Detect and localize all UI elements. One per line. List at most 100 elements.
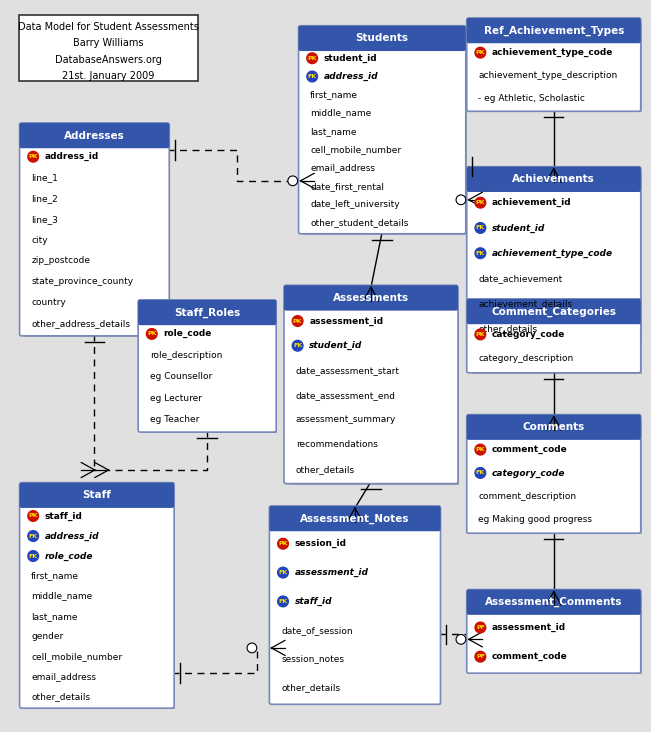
Text: zip_postcode: zip_postcode — [31, 256, 90, 266]
Bar — [21, 135, 167, 146]
Text: role_code: role_code — [163, 329, 212, 338]
Text: PK: PK — [476, 332, 485, 337]
Text: Addresses: Addresses — [64, 130, 125, 141]
Circle shape — [292, 315, 303, 326]
Text: category_description: category_description — [478, 354, 574, 363]
Text: PK: PK — [293, 318, 302, 324]
Bar — [301, 38, 464, 49]
Text: other_student_details: other_student_details — [311, 218, 409, 227]
Text: FK: FK — [279, 570, 288, 575]
Bar — [286, 298, 456, 309]
Circle shape — [28, 511, 38, 521]
Text: eg Lecturer: eg Lecturer — [150, 394, 202, 403]
Circle shape — [278, 567, 288, 578]
Circle shape — [28, 550, 38, 561]
Text: other_details: other_details — [478, 324, 538, 334]
FancyBboxPatch shape — [467, 18, 641, 43]
Text: session_notes: session_notes — [281, 654, 344, 664]
Text: Staff_Roles: Staff_Roles — [174, 307, 240, 318]
Text: date_of_session: date_of_session — [281, 626, 353, 635]
Circle shape — [307, 71, 318, 82]
Text: Assessment_Comments: Assessment_Comments — [485, 597, 622, 608]
Text: PK: PK — [476, 51, 485, 55]
Text: first_name: first_name — [311, 90, 358, 100]
Bar — [469, 602, 639, 613]
Circle shape — [292, 340, 303, 351]
Circle shape — [475, 651, 486, 662]
Text: city: city — [31, 236, 48, 244]
Text: PK: PK — [307, 56, 317, 61]
Circle shape — [247, 643, 256, 653]
Circle shape — [456, 195, 465, 205]
Text: PK: PK — [147, 332, 156, 337]
Circle shape — [278, 596, 288, 607]
Text: address_id: address_id — [45, 152, 99, 161]
FancyBboxPatch shape — [20, 482, 174, 508]
Text: other_address_details: other_address_details — [31, 319, 130, 328]
Text: Staff: Staff — [83, 490, 111, 500]
FancyBboxPatch shape — [138, 300, 276, 432]
Circle shape — [475, 444, 486, 455]
FancyBboxPatch shape — [467, 414, 641, 440]
Text: comment_code: comment_code — [492, 652, 568, 661]
Text: assessment_id: assessment_id — [492, 623, 566, 632]
Text: FK: FK — [29, 534, 38, 539]
FancyBboxPatch shape — [20, 123, 169, 336]
Circle shape — [475, 198, 486, 208]
Text: student_id: student_id — [324, 53, 378, 63]
Bar — [469, 427, 639, 438]
FancyBboxPatch shape — [284, 285, 458, 484]
Text: PK: PK — [29, 154, 38, 160]
Text: last_name: last_name — [31, 612, 77, 621]
Text: eg Teacher: eg Teacher — [150, 415, 199, 424]
Text: date_left_university: date_left_university — [311, 200, 400, 209]
Circle shape — [146, 329, 157, 339]
Text: FK: FK — [279, 599, 288, 604]
Text: line_2: line_2 — [31, 194, 58, 203]
Circle shape — [28, 531, 38, 542]
Bar — [471, 23, 642, 112]
Text: achievement_details: achievement_details — [478, 299, 572, 308]
Text: comment_description: comment_description — [478, 492, 577, 501]
Text: Barry Williams: Barry Williams — [74, 38, 144, 48]
Text: staff_id: staff_id — [295, 597, 332, 606]
Text: achievement_type_description: achievement_type_description — [478, 71, 618, 80]
Text: eg Counsellor: eg Counsellor — [150, 372, 212, 381]
Text: staff_id: staff_id — [45, 512, 83, 520]
Text: FK: FK — [476, 225, 485, 231]
Bar — [469, 179, 639, 190]
Text: Comments: Comments — [523, 422, 585, 432]
Text: Assessment_Notes: Assessment_Notes — [300, 513, 409, 524]
Bar — [303, 31, 467, 235]
FancyBboxPatch shape — [467, 589, 641, 673]
Text: line_1: line_1 — [31, 173, 58, 182]
Text: eg Making good progress: eg Making good progress — [478, 515, 592, 524]
Bar — [274, 511, 441, 705]
FancyBboxPatch shape — [284, 285, 458, 310]
Text: 21st. January 2009: 21st. January 2009 — [62, 71, 155, 81]
Circle shape — [475, 223, 486, 234]
FancyBboxPatch shape — [299, 26, 465, 51]
Text: PK: PK — [476, 200, 485, 205]
Text: PF: PF — [476, 654, 485, 659]
Bar — [469, 312, 639, 322]
FancyBboxPatch shape — [299, 26, 465, 234]
Text: PK: PK — [278, 541, 288, 546]
Text: achievement_id: achievement_id — [492, 198, 572, 207]
Text: other_details: other_details — [31, 692, 90, 701]
Text: PK: PK — [476, 447, 485, 452]
Text: student_id: student_id — [309, 341, 363, 351]
Bar — [471, 594, 642, 674]
Circle shape — [475, 622, 486, 633]
Bar — [289, 290, 459, 485]
Bar — [25, 488, 175, 709]
Text: category_code: category_code — [492, 468, 566, 477]
FancyBboxPatch shape — [467, 299, 641, 324]
Text: date_achievement: date_achievement — [478, 274, 562, 283]
Text: country: country — [31, 298, 66, 307]
Text: category_code: category_code — [492, 330, 566, 339]
Bar — [471, 304, 642, 374]
Text: Data Model for Student Assessments: Data Model for Student Assessments — [18, 22, 199, 31]
Text: FK: FK — [476, 471, 485, 475]
FancyBboxPatch shape — [270, 506, 441, 531]
